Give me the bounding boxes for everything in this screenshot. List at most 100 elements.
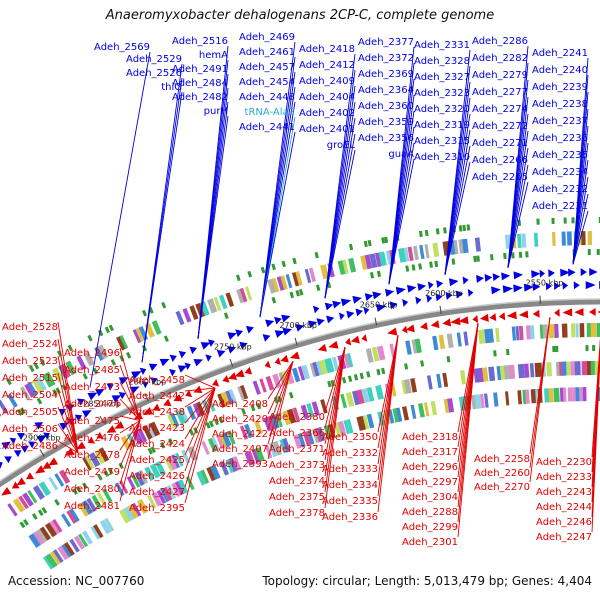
cog-feature-block <box>91 494 103 510</box>
feature-tick <box>98 329 104 337</box>
reverse-gene-label: Adeh_2304 <box>402 492 458 503</box>
reverse-label-connector <box>324 346 346 429</box>
cog-feature-block <box>219 294 228 310</box>
reverse-gene-label: Adeh_2336 <box>322 512 378 523</box>
cog-feature-block <box>413 245 419 261</box>
cog-feature-block <box>529 325 535 340</box>
cog-feature-block <box>548 388 554 403</box>
reverse-label-connector <box>267 361 294 430</box>
feature-tick <box>36 397 43 405</box>
cog-feature-block <box>201 440 210 456</box>
feature-tick <box>271 296 277 304</box>
ruler-tick-label: 2650 kbp <box>360 301 398 310</box>
reverse-label-connector <box>119 420 141 468</box>
cog-feature-block <box>561 323 568 338</box>
forward-gene-arrow <box>476 274 484 283</box>
forward-gene-label: purH <box>204 106 228 117</box>
cog-feature-block <box>407 246 414 262</box>
cog-feature-block <box>488 328 494 343</box>
cog-feature-block <box>523 363 530 378</box>
feature-tick <box>168 438 174 445</box>
feature-tick <box>552 345 556 353</box>
cog-feature-block <box>280 275 288 290</box>
forward-gene-arrow <box>364 293 374 301</box>
cog-feature-block <box>219 461 230 476</box>
feature-tick <box>315 284 321 292</box>
forward-gene-arrow <box>513 271 524 280</box>
forward-gene-arrow <box>193 358 203 367</box>
forward-gene-label: Adeh_2412 <box>299 60 355 71</box>
cog-feature-block <box>76 355 87 370</box>
cog-feature-block <box>503 365 511 380</box>
forward-gene-arrow <box>189 346 198 355</box>
forward-gene-arrow <box>9 437 17 445</box>
cog-feature-block <box>156 489 167 505</box>
cog-feature-block <box>285 369 295 385</box>
forward-gene-arrow <box>239 341 248 350</box>
reverse-label-connector <box>267 361 294 445</box>
reverse-gene-arrow <box>1 486 12 496</box>
cog-feature-block <box>28 533 42 548</box>
cog-feature-block <box>359 415 367 431</box>
forward-gene-arrow <box>340 298 352 307</box>
reverse-gene-label: Adeh_2317 <box>402 447 458 458</box>
feature-tick <box>271 263 276 271</box>
feature-tick <box>298 289 304 296</box>
cog-feature-block <box>333 421 343 437</box>
forward-gene-arrow <box>312 305 320 314</box>
reverse-gene-label: Adeh_2270 <box>474 482 530 493</box>
cog-feature-block <box>378 251 387 267</box>
cog-feature-block <box>57 545 70 561</box>
ruler-tick <box>39 449 45 457</box>
forward-gene-label: Adeh_2234 <box>532 167 588 178</box>
cog-feature-block <box>166 484 177 500</box>
reverse-gene-arrow <box>152 403 161 411</box>
feature-tick <box>563 217 567 224</box>
forward-gene-arrow <box>545 282 552 291</box>
forward-label-connector <box>507 164 529 268</box>
forward-gene-arrow <box>150 377 158 385</box>
cog-feature-block <box>524 389 530 404</box>
forward-gene-arrow <box>148 363 158 371</box>
cog-feature-block <box>189 305 199 320</box>
forward-gene-arrow <box>445 291 453 300</box>
cog-feature-block <box>60 363 72 378</box>
forward-gene-label: Adeh_2231 <box>532 201 588 212</box>
reverse-gene-label: Adeh_2485 <box>64 365 120 376</box>
reverse-gene-label: Adeh_2528 <box>2 322 58 333</box>
cog-feature-block <box>474 237 481 252</box>
forward-gene-arrow <box>436 280 444 289</box>
cog-feature-block <box>366 413 375 429</box>
feature-tick <box>108 467 114 475</box>
reverse-label-connector <box>377 335 399 433</box>
feature-tick <box>466 224 471 231</box>
reverse-gene-label: Adeh_2333 <box>322 464 378 475</box>
reverse-gene-label: Adeh_2318 <box>402 432 458 443</box>
cog-feature-block <box>364 254 373 270</box>
cog-feature-block <box>27 381 38 396</box>
reverse-label-connector <box>184 387 216 392</box>
forward-gene-arrow <box>539 269 546 278</box>
forward-gene-label: Adeh_2282 <box>472 53 528 64</box>
forward-gene-label: Adeh_2272 <box>472 121 528 132</box>
cog-feature-block <box>45 553 58 568</box>
feature-tick <box>87 334 93 342</box>
cog-feature-block <box>419 244 425 260</box>
cog-feature-block <box>73 535 86 550</box>
cog-feature-block <box>293 434 302 449</box>
forward-gene-label: Adeh_2239 <box>532 82 588 93</box>
forward-gene-arrow <box>245 325 254 334</box>
reverse-gene-label: Adeh_2408 <box>212 399 268 410</box>
forward-gene-arrow <box>338 312 345 321</box>
cog-feature-block <box>146 423 156 438</box>
feature-tick <box>23 519 29 526</box>
feature-tick <box>490 254 494 261</box>
forward-gene-arrow <box>532 283 541 292</box>
forward-gene-arrow <box>407 284 417 293</box>
cog-feature-block <box>206 298 218 314</box>
cog-feature-block <box>442 372 449 388</box>
cog-feature-block <box>134 471 145 486</box>
cog-feature-block <box>306 403 315 418</box>
feature-tick <box>555 345 559 352</box>
forward-gene-arrow <box>281 314 291 323</box>
